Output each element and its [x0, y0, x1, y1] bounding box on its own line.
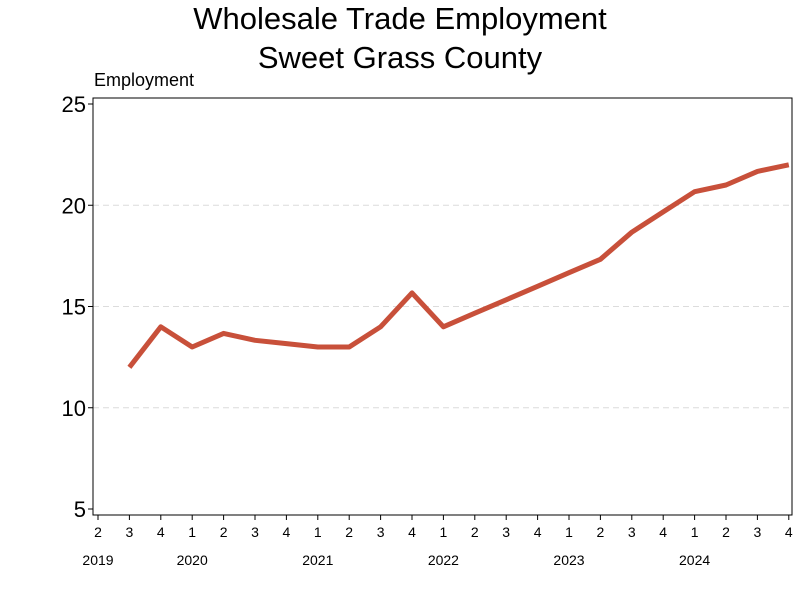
x-tick-label: 4 [534, 524, 542, 540]
year-label: 2019 [82, 552, 113, 568]
x-axis: 2 3 4 1 2 3 4 1 2 3 4 1 2 3 4 1 2 3 4 1 2 3 4 2019 2020 2021 2022 2… [82, 515, 793, 568]
year-label: 2024 [679, 552, 710, 568]
x-tick-label: 3 [628, 524, 636, 540]
x-tick-label: 1 [314, 524, 322, 540]
x-tick-label: 3 [502, 524, 510, 540]
year-label: 2021 [302, 552, 333, 568]
y-tick-label: 15 [62, 295, 86, 320]
year-label: 2022 [428, 552, 459, 568]
x-tick-label: 4 [157, 524, 165, 540]
x-tick-label: 2 [597, 524, 605, 540]
year-label: 2020 [177, 552, 208, 568]
x-tick-label: 1 [440, 524, 448, 540]
gridlines [93, 204, 792, 409]
y-tick-label: 20 [62, 193, 86, 218]
year-label: 2023 [553, 552, 584, 568]
series-layer [127, 162, 790, 369]
x-tick-label: 1 [565, 524, 573, 540]
chart-title-line-2: Sweet Grass County [258, 40, 543, 75]
x-tick-label: 3 [377, 524, 385, 540]
x-tick-label: 2 [94, 524, 102, 540]
y-tick-label: 10 [62, 396, 86, 421]
x-tick-label: 3 [126, 524, 134, 540]
x-tick-label: 3 [251, 524, 259, 540]
chart-title-line-1: Wholesale Trade Employment [193, 1, 607, 36]
y-axis-label: Employment [94, 70, 194, 90]
x-tick-label: 4 [283, 524, 291, 540]
x-tick-label: 1 [188, 524, 196, 540]
x-tick-label: 2 [345, 524, 353, 540]
y-axis: 5 10 15 20 25 [62, 92, 93, 522]
series-line [127, 162, 790, 369]
x-tick-label: 1 [691, 524, 699, 540]
x-tick-label: 4 [785, 524, 793, 540]
x-tick-label: 2 [471, 524, 479, 540]
x-tick-label: 4 [408, 524, 416, 540]
x-tick-label: 2 [722, 524, 730, 540]
x-tick-label: 2 [220, 524, 228, 540]
y-tick-label: 5 [74, 497, 86, 522]
x-tick-label: 3 [754, 524, 762, 540]
y-tick-label: 25 [62, 92, 86, 117]
x-tick-label: 4 [659, 524, 667, 540]
